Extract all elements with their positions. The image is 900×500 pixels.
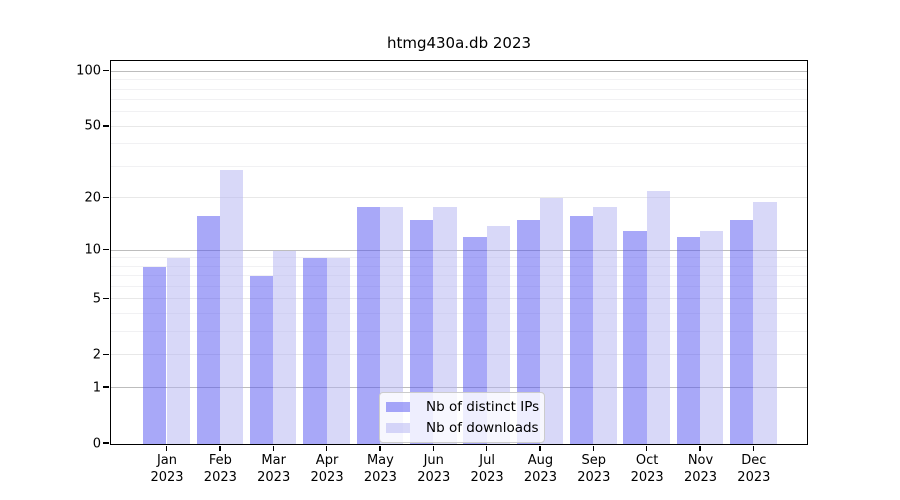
bar-distinct-ips xyxy=(409,220,434,444)
x-tick-label: Feb 2023 xyxy=(203,453,237,485)
minor-gridline xyxy=(111,99,807,101)
y-tick-mark xyxy=(103,386,109,388)
bar-downloads xyxy=(219,169,244,444)
bar-downloads xyxy=(753,202,777,444)
x-tick-mark xyxy=(539,446,541,451)
x-tick-mark xyxy=(272,446,274,451)
x-tick-label: Jul 2023 xyxy=(470,453,504,485)
bar-distinct-ips xyxy=(730,220,754,444)
minor-gridline xyxy=(111,275,807,277)
legend-label: Nb of distinct IPs xyxy=(426,399,540,415)
y-tick-label: 10 xyxy=(84,242,101,258)
y-tick-mark xyxy=(103,125,109,127)
x-tick-mark xyxy=(325,446,328,451)
x-tick-mark xyxy=(432,446,434,451)
plot-area: Nb of distinct IPs Nb of downloads xyxy=(103,60,808,451)
x-tick-label: Sep 2023 xyxy=(577,453,611,485)
bar-distinct-ips xyxy=(196,215,220,444)
y-tick-mark xyxy=(103,70,109,72)
y-tick-label: 20 xyxy=(84,190,101,206)
bar-distinct-ips xyxy=(249,276,274,444)
major-gridline xyxy=(111,197,807,199)
major-gridline xyxy=(111,298,807,300)
bar-downloads xyxy=(166,258,190,444)
legend-swatch-downloads xyxy=(386,423,410,433)
bar-distinct-ips xyxy=(676,237,700,444)
x-tick-mark xyxy=(485,446,488,451)
chart-title: htmg430a.db 2023 xyxy=(386,34,532,52)
minor-gridline xyxy=(111,166,807,168)
minor-gridline xyxy=(111,143,807,145)
major-gridline xyxy=(111,125,807,127)
bar-downloads xyxy=(379,206,404,444)
x-tick-label: Dec 2023 xyxy=(737,453,771,485)
x-tick-mark xyxy=(592,446,594,451)
y-tick-mark xyxy=(103,297,109,300)
y-tick-mark xyxy=(103,353,109,356)
minor-gridline xyxy=(111,257,807,259)
y-tick-mark xyxy=(103,248,109,251)
legend-label: Nb of downloads xyxy=(426,420,539,436)
bar-distinct-ips xyxy=(303,258,327,444)
y-axis: 0 1 2 5 10 20 50 100 xyxy=(0,60,101,451)
minor-gridline xyxy=(111,331,807,333)
x-tick-mark xyxy=(379,446,381,451)
bar-downloads xyxy=(700,231,724,444)
x-tick-label: Aug 2023 xyxy=(523,453,557,485)
bar-downloads xyxy=(486,225,510,444)
bar-distinct-ips xyxy=(356,206,380,444)
bar-downloads xyxy=(326,258,350,444)
y-tick-label: 0 xyxy=(92,436,101,451)
x-tick-label: Jan 2023 xyxy=(150,453,184,485)
minor-gridline xyxy=(111,111,807,113)
minor-gridline xyxy=(111,286,807,288)
major-gridline xyxy=(111,249,807,251)
legend: Nb of distinct IPs Nb of downloads xyxy=(379,392,545,443)
y-tick-label: 5 xyxy=(92,291,101,307)
legend-item-distinct-ips: Nb of distinct IPs xyxy=(386,399,539,415)
minor-gridline xyxy=(111,79,807,81)
bar-distinct-ips xyxy=(516,220,540,444)
y-tick-label: 100 xyxy=(76,63,101,79)
x-tick-label: Oct 2023 xyxy=(630,453,664,485)
legend-swatch-distinct-ips xyxy=(386,402,410,412)
x-tick-mark xyxy=(219,446,221,451)
minor-gridline xyxy=(111,265,807,267)
minor-gridline xyxy=(111,313,807,315)
bar-downloads xyxy=(539,198,564,444)
y-tick-mark xyxy=(103,442,109,444)
bar-downloads xyxy=(273,250,297,444)
y-tick-label: 1 xyxy=(92,380,101,396)
x-tick-mark xyxy=(645,446,648,451)
y-tick-label: 2 xyxy=(92,347,101,363)
bar-downloads xyxy=(433,206,457,444)
bar-distinct-ips xyxy=(623,231,647,444)
minor-gridline xyxy=(111,88,807,90)
x-tick-label: Jun 2023 xyxy=(417,453,451,485)
x-tick-label: Nov 2023 xyxy=(683,453,718,485)
x-tick-mark xyxy=(699,446,701,451)
x-axis: Jan 2023 Feb 2023 Mar 2023 Apr 2023 May 2023 Jun 20… xyxy=(110,452,808,492)
major-gridline xyxy=(111,387,807,389)
x-tick-label: Mar 2023 xyxy=(257,453,291,485)
bar-downloads xyxy=(593,206,617,444)
major-gridline xyxy=(111,354,807,356)
x-tick-label: Apr 2023 xyxy=(310,453,344,485)
x-tick-label: May 2023 xyxy=(363,453,397,485)
bar-distinct-ips xyxy=(143,266,167,444)
major-gridline xyxy=(111,70,807,72)
y-tick-label: 50 xyxy=(84,118,101,134)
bar-distinct-ips xyxy=(570,215,594,444)
bar-downloads xyxy=(646,191,670,444)
legend-item-downloads: Nb of downloads xyxy=(386,420,539,436)
x-tick-mark xyxy=(752,446,755,451)
y-tick-mark xyxy=(103,196,109,199)
x-tick-mark xyxy=(165,446,168,451)
